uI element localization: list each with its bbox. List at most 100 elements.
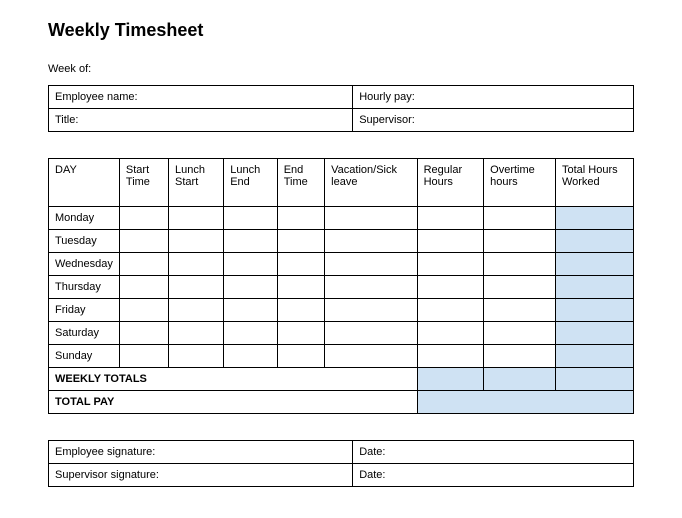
employee-info-table: Employee name: Hourly pay: Title: Superv… (48, 85, 634, 132)
grid-cell (277, 299, 324, 322)
grid-cell (277, 253, 324, 276)
grid-cell (169, 276, 224, 299)
total-hours-cell (555, 299, 633, 322)
supervisor-signature-cell: Supervisor signature: (49, 464, 353, 487)
weekly-total-overtime (484, 368, 556, 391)
grid-cell (484, 276, 556, 299)
grid-cell (119, 230, 168, 253)
employee-signature-cell: Employee signature: (49, 441, 353, 464)
grid-cell (325, 322, 417, 345)
grid-cell (277, 276, 324, 299)
grid-cell (325, 345, 417, 368)
day-cell: Thursday (49, 276, 120, 299)
grid-row: Tuesday (49, 230, 634, 253)
grid-header-row: DAY Start Time Lunch Start Lunch End End… (49, 159, 634, 207)
grid-cell (169, 207, 224, 230)
day-cell: Wednesday (49, 253, 120, 276)
grid-cell (417, 322, 484, 345)
total-hours-cell (555, 276, 633, 299)
grid-cell (119, 299, 168, 322)
weekly-totals-row: WEEKLY TOTALS (49, 368, 634, 391)
grid-cell (417, 253, 484, 276)
header-start-time: Start Time (119, 159, 168, 207)
grid-row: Thursday (49, 276, 634, 299)
grid-cell (417, 207, 484, 230)
grid-cell (484, 299, 556, 322)
grid-row: Sunday (49, 345, 634, 368)
grid-cell (277, 322, 324, 345)
grid-row: Friday (49, 299, 634, 322)
week-of-label: Week of: (48, 63, 634, 75)
grid-cell (119, 322, 168, 345)
grid-row: Wednesday (49, 253, 634, 276)
grid-cell (325, 253, 417, 276)
grid-cell (119, 276, 168, 299)
total-hours-cell (555, 230, 633, 253)
weekly-total-hours (555, 368, 633, 391)
grid-cell (277, 230, 324, 253)
grid-cell (224, 322, 277, 345)
employee-name-cell: Employee name: (49, 86, 353, 109)
grid-row: Monday (49, 207, 634, 230)
day-cell: Saturday (49, 322, 120, 345)
grid-row: Saturday (49, 322, 634, 345)
header-regular-hours: Regular Hours (417, 159, 484, 207)
day-cell: Tuesday (49, 230, 120, 253)
grid-cell (169, 322, 224, 345)
grid-cell (325, 230, 417, 253)
grid-cell (484, 253, 556, 276)
supervisor-date-cell: Date: (353, 464, 634, 487)
grid-cell (417, 345, 484, 368)
header-end-time: End Time (277, 159, 324, 207)
grid-cell (224, 207, 277, 230)
page-title: Weekly Timesheet (48, 20, 634, 41)
grid-cell (417, 276, 484, 299)
total-hours-cell (555, 322, 633, 345)
grid-cell (277, 207, 324, 230)
total-hours-cell (555, 345, 633, 368)
day-cell: Friday (49, 299, 120, 322)
total-pay-row: TOTAL PAY (49, 391, 634, 414)
grid-cell (119, 345, 168, 368)
grid-cell (417, 230, 484, 253)
grid-cell (169, 299, 224, 322)
grid-cell (325, 276, 417, 299)
timesheet-grid: DAY Start Time Lunch Start Lunch End End… (48, 158, 634, 414)
grid-cell (325, 299, 417, 322)
employee-date-cell: Date: (353, 441, 634, 464)
day-cell: Sunday (49, 345, 120, 368)
grid-cell (325, 207, 417, 230)
header-vacation-sick: Vacation/Sick leave (325, 159, 417, 207)
total-pay-value (417, 391, 633, 414)
grid-cell (484, 207, 556, 230)
grid-cell (484, 230, 556, 253)
grid-cell (169, 230, 224, 253)
grid-cell (169, 345, 224, 368)
total-hours-cell (555, 207, 633, 230)
signature-table: Employee signature: Date: Supervisor sig… (48, 440, 634, 487)
grid-cell (224, 276, 277, 299)
header-lunch-end: Lunch End (224, 159, 277, 207)
day-cell: Monday (49, 207, 120, 230)
weekly-total-regular (417, 368, 484, 391)
supervisor-cell: Supervisor: (353, 109, 634, 132)
grid-cell (119, 253, 168, 276)
grid-cell (119, 207, 168, 230)
header-total-hours: Total Hours Worked (555, 159, 633, 207)
grid-cell (224, 299, 277, 322)
header-lunch-start: Lunch Start (169, 159, 224, 207)
hourly-pay-cell: Hourly pay: (353, 86, 634, 109)
header-day: DAY (49, 159, 120, 207)
grid-cell (224, 253, 277, 276)
grid-cell (417, 299, 484, 322)
grid-cell (169, 253, 224, 276)
grid-cell (484, 322, 556, 345)
title-cell: Title: (49, 109, 353, 132)
grid-cell (484, 345, 556, 368)
weekly-totals-label: WEEKLY TOTALS (49, 368, 418, 391)
total-pay-label: TOTAL PAY (49, 391, 418, 414)
header-overtime-hours: Overtime hours (484, 159, 556, 207)
total-hours-cell (555, 253, 633, 276)
grid-cell (277, 345, 324, 368)
grid-cell (224, 230, 277, 253)
